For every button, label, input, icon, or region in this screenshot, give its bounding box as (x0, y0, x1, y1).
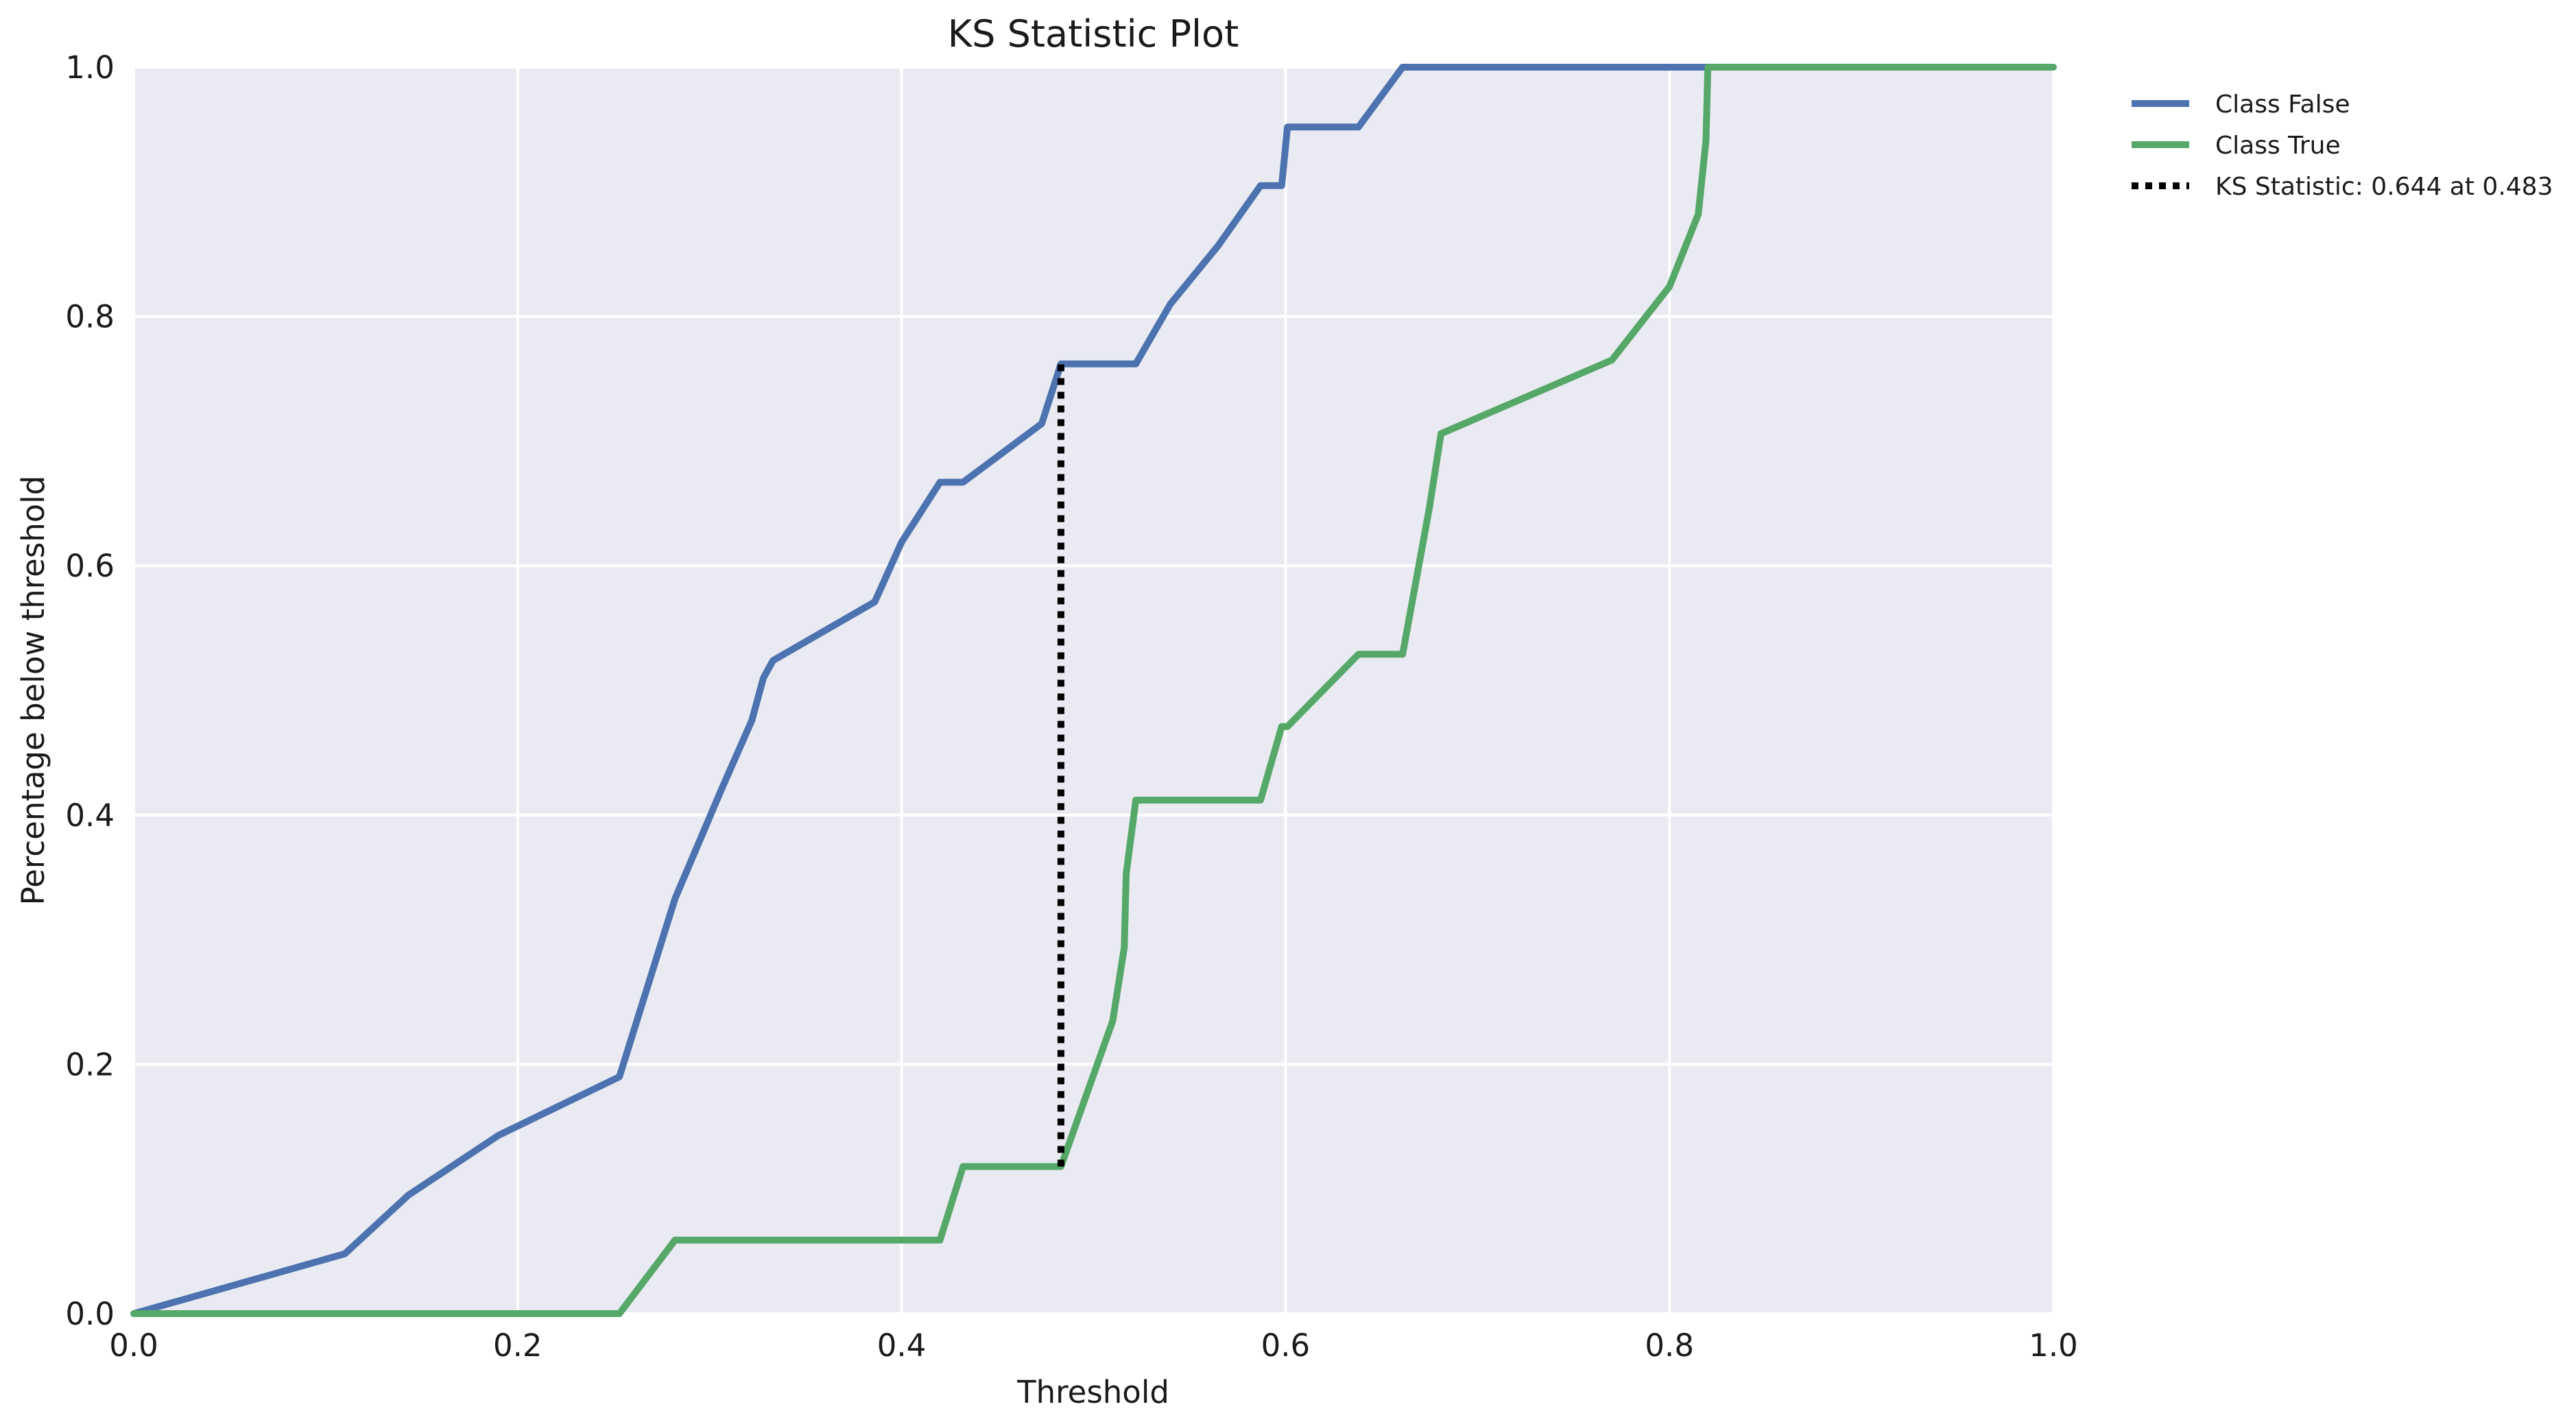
series-layer (130, 64, 2057, 1317)
x-tick-label: 0.0 (109, 1327, 158, 1364)
series-line-class-true (130, 64, 2057, 1317)
x-tick-label: 0.4 (877, 1327, 927, 1364)
y-axis-label: Percentage below threshold (15, 476, 51, 906)
y-tick-label: 0.0 (65, 1296, 115, 1332)
plot-area (134, 67, 2053, 1314)
y-tick-label: 0.8 (65, 299, 115, 335)
x-axis-label: Threshold (1016, 1374, 1169, 1410)
legend-label: Class True (2215, 132, 2341, 160)
x-tick-label: 0.6 (1261, 1327, 1311, 1364)
y-tick-label: 0.6 (65, 548, 115, 584)
y-tick-label: 1.0 (65, 49, 115, 86)
x-tick-label: 1.0 (2029, 1327, 2078, 1364)
y-tick-label: 0.2 (65, 1046, 115, 1083)
y-tick-label: 0.4 (65, 797, 115, 834)
x-tick-label: 0.8 (1645, 1327, 1694, 1364)
legend: Class False Class True KS Statistic: 0.644… (2132, 90, 2553, 201)
legend-label: KS Statistic: 0.644 at 0.483 (2215, 173, 2553, 201)
x-tick-label: 0.2 (493, 1327, 542, 1364)
y-axis-ticks: 0.0 0.2 0.4 0.6 0.8 1.0 (65, 49, 115, 1332)
chart-title: KS Statistic Plot (948, 12, 1239, 56)
x-axis-ticks: 0.0 0.2 0.4 0.6 0.8 1.0 (109, 1327, 2078, 1364)
legend-label: Class False (2215, 90, 2350, 119)
series-line-class-false (130, 64, 2057, 1317)
